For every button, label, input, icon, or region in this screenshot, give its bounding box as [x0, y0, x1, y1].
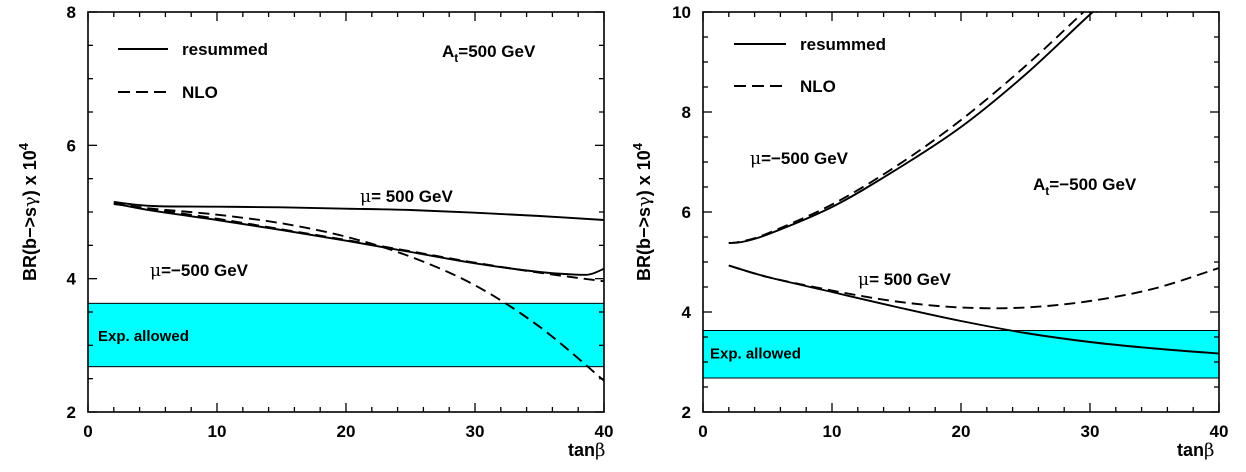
y-tick-label: 10 — [672, 3, 691, 22]
param-annotation: At=−500 GeV — [1033, 175, 1137, 198]
legend-label: resummed — [182, 40, 268, 59]
series-line-dashed-2 — [113, 203, 604, 382]
x-axis-label: tanβ — [568, 440, 605, 461]
x-tick-label: 0 — [698, 422, 707, 441]
legend-label: NLO — [800, 77, 836, 96]
series-line-solid-1 — [113, 201, 604, 221]
y-tick-label: 4 — [67, 270, 77, 289]
legend-label: NLO — [182, 83, 218, 102]
x-axis-label: tanβ — [1177, 440, 1214, 461]
mu-plus-annotation: μ= 500 GeV — [360, 187, 453, 207]
series-line-dashed-2 — [728, 12, 1085, 244]
y-tick-label: 2 — [67, 403, 76, 422]
x-tick-label: 30 — [466, 422, 485, 441]
exp-allowed-band — [87, 302, 605, 368]
y-tick-label: 8 — [682, 103, 691, 122]
legend: resummed NLO — [734, 35, 886, 96]
x-tick-label: 40 — [1210, 422, 1229, 441]
y-axis-label: BR(b−>sγ) x 104 — [16, 142, 41, 281]
y-tick-label: 6 — [67, 136, 76, 155]
x-tick-label: 20 — [337, 422, 356, 441]
x-tick-label: 10 — [823, 422, 842, 441]
y-tick-label: 8 — [67, 3, 76, 22]
series-line-dashed-4 — [113, 201, 604, 283]
mu-minus-annotation: μ=−500 GeV — [750, 149, 849, 169]
series-line-solid-3 — [728, 264, 1219, 355]
series-group — [113, 201, 604, 382]
y-axis-label: BR(b−>sγ) x 104 — [630, 142, 655, 281]
legend: resummed NLO — [118, 40, 268, 102]
mu-plus-annotation: μ= 500 GeV — [858, 270, 951, 290]
chart-panel-2: Exp. allowed 0 10 20 30 40 2 4 6 8 10 resummed NLO At… — [630, 3, 1228, 461]
x-tick-label: 40 — [595, 422, 614, 441]
y-tick-label: 4 — [682, 303, 692, 322]
x-tick-label: 0 — [83, 422, 92, 441]
series-group — [728, 12, 1219, 355]
y-tick-label: 6 — [682, 203, 691, 222]
legend-label: resummed — [800, 35, 886, 54]
exp-allowed-label: Exp. allowed — [98, 328, 189, 345]
y-tick-label: 2 — [682, 403, 691, 422]
series-line-solid-3 — [113, 202, 604, 276]
x-tick-label: 10 — [208, 422, 227, 441]
x-tick-label: 30 — [1081, 422, 1100, 441]
mu-minus-annotation: μ=−500 GeV — [150, 261, 249, 281]
exp-allowed-band — [702, 330, 1220, 379]
param-annotation: At=500 GeV — [442, 42, 536, 65]
x-tick-label: 20 — [952, 422, 971, 441]
chart-panel-1: Exp. allowed 0 10 20 30 40 2 4 6 8 resummed NLO At=5… — [16, 3, 613, 461]
exp-allowed-label: Exp. allowed — [710, 345, 801, 362]
series-line-dashed-4 — [728, 264, 1219, 310]
